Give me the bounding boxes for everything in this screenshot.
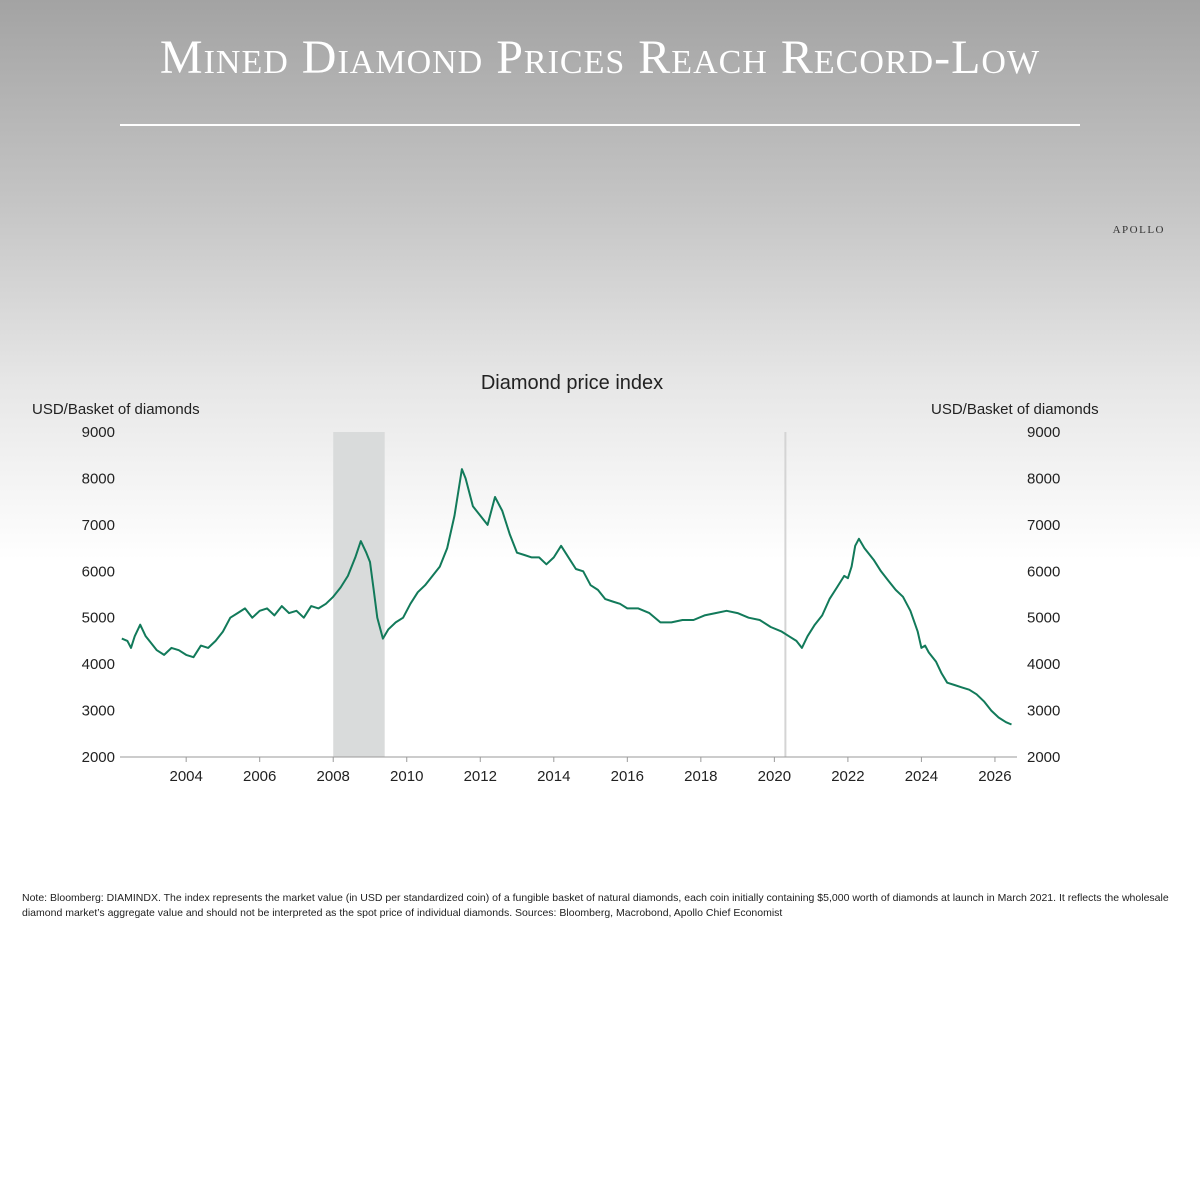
y-tick-label-left: 7000 bbox=[82, 517, 115, 534]
diamond-price-series-line bbox=[121, 468, 1012, 726]
y-tick-label-left: 9000 bbox=[82, 424, 115, 441]
x-tick-label: 2006 bbox=[243, 768, 276, 785]
y-tick-label-left: 4000 bbox=[82, 656, 115, 673]
x-tick-label: 2014 bbox=[537, 768, 570, 785]
x-tick-label: 2010 bbox=[390, 768, 423, 785]
x-tick-label: 2012 bbox=[464, 768, 497, 785]
y-tick-label-left: 3000 bbox=[82, 703, 115, 720]
y-tick-label-right: 7000 bbox=[1027, 517, 1060, 534]
recession-shading bbox=[333, 432, 385, 757]
y-tick-label-left: 6000 bbox=[82, 563, 115, 580]
y-tick-label-right: 6000 bbox=[1027, 563, 1060, 580]
x-tick-label: 2020 bbox=[758, 768, 791, 785]
x-tick-label: 2022 bbox=[831, 768, 864, 785]
y-tick-label-right: 2000 bbox=[1027, 749, 1060, 766]
x-tick-label: 2024 bbox=[905, 768, 938, 785]
y-tick-label-right: 3000 bbox=[1027, 703, 1060, 720]
title-divider bbox=[120, 124, 1080, 126]
x-tick-label: 2004 bbox=[169, 768, 202, 785]
y-axis-label-right: USD/Basket of diamonds bbox=[931, 401, 1099, 418]
y-tick-label-right: 9000 bbox=[1027, 424, 1060, 441]
y-tick-label-left: 5000 bbox=[82, 610, 115, 627]
y-tick-label-left: 8000 bbox=[82, 470, 115, 487]
x-tick-label: 2018 bbox=[684, 768, 717, 785]
y-axis-label-left: USD/Basket of diamonds bbox=[32, 401, 200, 418]
footnote: Note: Bloomberg: DIAMINDX. The index rep… bbox=[22, 892, 1169, 919]
y-tick-label-left: 2000 bbox=[82, 749, 115, 766]
y-tick-label-right: 4000 bbox=[1027, 656, 1060, 673]
brand-logo: APOLLO bbox=[1112, 224, 1165, 236]
y-tick-label-right: 5000 bbox=[1027, 610, 1060, 627]
y-tick-label-right: 8000 bbox=[1027, 470, 1060, 487]
x-tick-label: 2016 bbox=[611, 768, 644, 785]
headline: Mined Diamond Prices Reach Record-Low bbox=[159, 31, 1041, 84]
x-tick-label: 2008 bbox=[317, 768, 350, 785]
chart-title: Diamond price index bbox=[481, 372, 663, 394]
x-tick-label: 2026 bbox=[978, 768, 1011, 785]
diamond-price-chart: 2004 2006 2008 2010 2012 2014 2016 2018 2020 2022… bbox=[32, 372, 1099, 785]
